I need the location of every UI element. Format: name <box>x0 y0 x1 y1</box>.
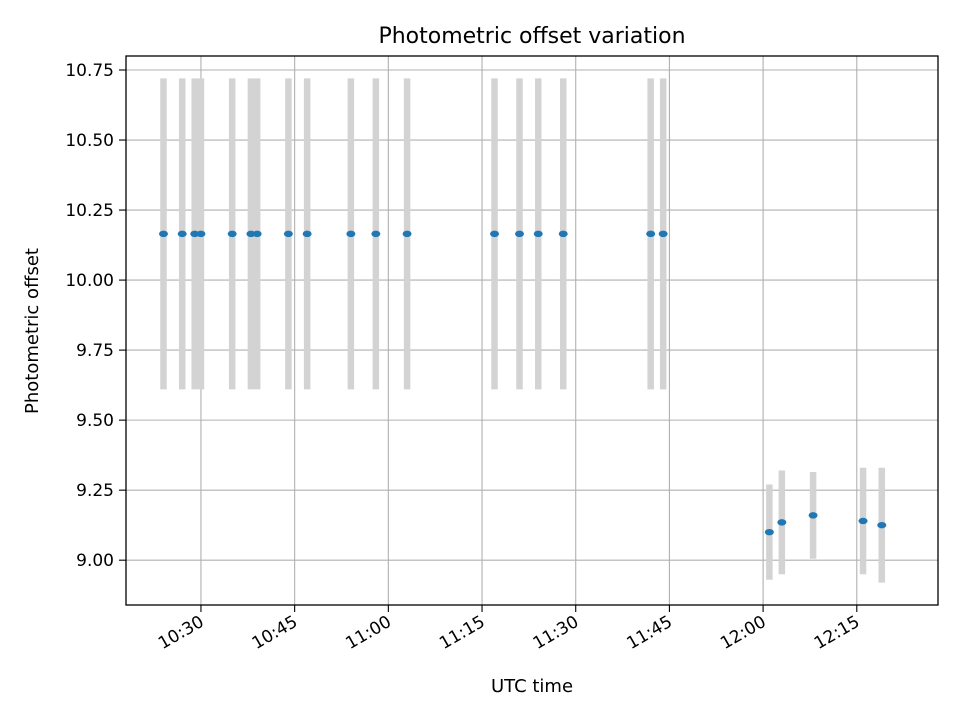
plot-area-frame <box>125 55 939 606</box>
y-tick-label: 10.50 <box>65 131 114 151</box>
data-points <box>158 230 887 536</box>
data-point <box>646 230 656 238</box>
y-tick-label: 10.25 <box>65 201 114 221</box>
chart-title: Photometric offset variation <box>378 24 685 49</box>
data-point <box>302 230 312 238</box>
data-point <box>252 230 262 238</box>
data-point <box>533 230 543 238</box>
data-point <box>283 230 293 238</box>
data-point <box>346 230 356 238</box>
y-tick-label: 10.75 <box>65 61 114 81</box>
y-tick-label: 9.50 <box>76 411 114 431</box>
y-tick-label: 9.25 <box>76 481 114 501</box>
data-point <box>227 230 237 238</box>
data-point <box>764 528 774 536</box>
data-point <box>558 230 568 238</box>
x-axis-label: UTC time <box>491 676 573 697</box>
data-point <box>658 230 668 238</box>
data-point <box>515 230 525 238</box>
data-point <box>371 230 381 238</box>
data-point <box>246 230 256 238</box>
data-point <box>877 521 887 529</box>
y-tick-label: 9.75 <box>76 341 114 361</box>
data-point <box>490 230 500 238</box>
data-point <box>177 230 187 238</box>
data-point <box>858 517 868 525</box>
data-point <box>808 512 818 519</box>
data-point <box>402 230 412 238</box>
y-tick-label: 9.00 <box>76 551 114 571</box>
data-point <box>777 519 787 526</box>
y-axis-label: Photometric offset <box>22 248 43 414</box>
data-point <box>190 230 200 238</box>
data-point <box>158 230 168 238</box>
y-tick-label: 10.00 <box>65 271 114 291</box>
grid <box>126 56 938 605</box>
data-point <box>196 230 206 238</box>
